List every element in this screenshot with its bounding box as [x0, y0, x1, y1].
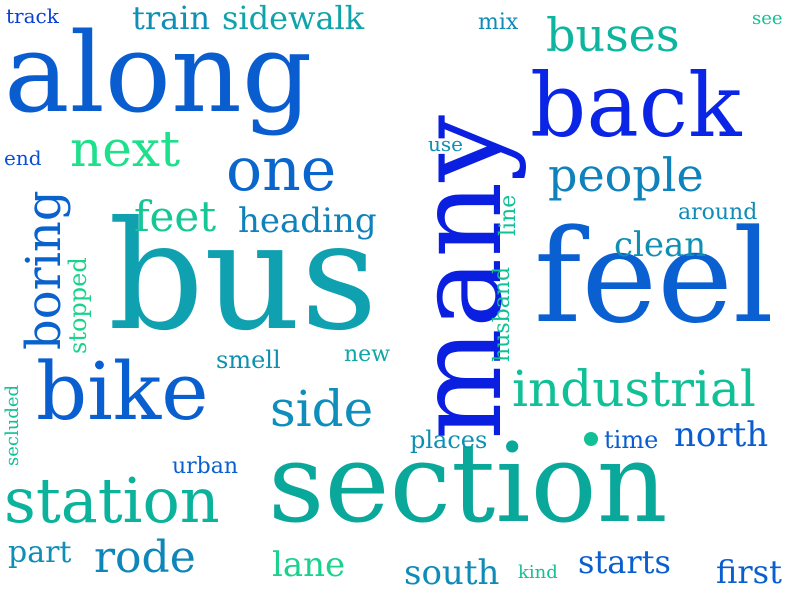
word-sidewalk: sidewalk — [222, 0, 365, 37]
word-feet: feet — [134, 192, 217, 241]
word-first: first — [716, 553, 782, 591]
word-places: places — [410, 426, 488, 454]
word-husband: husband — [490, 266, 515, 362]
word-buses: buses — [546, 8, 680, 62]
word-starts: starts — [578, 543, 671, 581]
word-see: see — [752, 8, 783, 29]
word-secluded: secluded — [2, 384, 23, 466]
word-mix: mix — [478, 10, 519, 35]
word-boring: boring — [16, 190, 72, 350]
word-lane: lane — [272, 545, 346, 585]
word-north: north — [674, 415, 769, 455]
word-new: new — [344, 342, 391, 367]
word-side: side — [270, 380, 374, 438]
word-next: next — [70, 120, 181, 178]
word-smell: smell — [216, 346, 281, 374]
word-train: train — [132, 0, 211, 37]
word-time: time — [604, 426, 659, 454]
word-industrial: industrial — [512, 360, 756, 418]
word-station: station — [4, 464, 220, 537]
word-use: use — [428, 132, 463, 156]
word-back: back — [530, 54, 742, 157]
word-around: around — [678, 200, 758, 225]
word-kind: kind — [518, 562, 558, 583]
word-line: line — [496, 194, 521, 236]
word-part: part — [8, 535, 72, 570]
word-along: along — [4, 9, 313, 137]
word-track: track — [6, 4, 59, 28]
word-bus: bus — [108, 190, 378, 364]
word-one: one — [226, 135, 337, 205]
word-heading: heading — [238, 201, 377, 241]
word-south: south — [404, 553, 500, 593]
word-end: end — [4, 146, 42, 170]
word-people: people — [548, 148, 704, 202]
word-rode: rode — [94, 532, 196, 583]
word-clean: clean — [614, 225, 707, 265]
word-urban: urban — [172, 454, 239, 479]
word-feel: feel — [534, 203, 774, 352]
word-section: section — [268, 419, 668, 547]
word-stopped: stopped — [64, 257, 92, 354]
dot-mark — [584, 432, 598, 446]
word-bike: bike — [36, 345, 209, 438]
